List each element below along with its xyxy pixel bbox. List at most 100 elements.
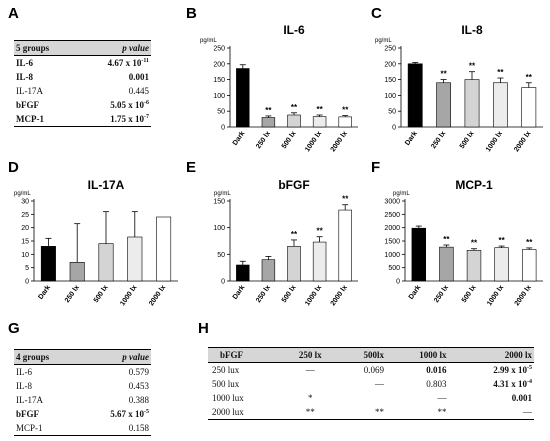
x-tick-label: 2000 lx [148, 284, 167, 307]
x-tick-label: 2000 lx [514, 284, 533, 307]
chart-title: IL-6 [283, 23, 305, 37]
row-name: MCP-1 [14, 112, 76, 127]
x-tick-label: 500 lx [459, 130, 476, 150]
table-cell: — [448, 405, 534, 420]
y-tick-label: 150 [384, 77, 396, 84]
p-value-text: 1.75 x 10 [110, 114, 144, 124]
y-tick-label: 0 [221, 125, 225, 132]
p-value-text: 1000 lux [212, 393, 244, 403]
y-axis-unit-label: pg/mL [393, 191, 410, 197]
row-name: bFGF [16, 100, 40, 110]
y-tick-label: 15 [21, 239, 29, 246]
table-row: 500 lux —0.803 4.31 x 10-4 [208, 377, 534, 391]
significance-marker: ** [440, 70, 447, 79]
bar [287, 246, 301, 282]
x-tick-label: 250 lx [430, 130, 447, 150]
bar [436, 82, 451, 128]
y-tick-label: 250 [384, 46, 396, 53]
y-tick-label: 0 [396, 279, 400, 286]
y-tick-label: 25 [21, 212, 29, 219]
row-pvalue: 4.67 x 10-11 [76, 56, 151, 71]
significance-marker: ** [291, 230, 298, 239]
bar [338, 209, 352, 282]
row-pvalue: 1.75 x 10-7 [75, 112, 151, 127]
y-tick-label: 200 [384, 61, 396, 68]
table-header-250lx: 250 lx [283, 347, 337, 363]
table-cell: ** [337, 405, 386, 420]
table-h-bfgf-pairwise: bFGF 250 lx 500lx 1000 lx 2000 lx 250 lu… [208, 347, 534, 420]
il17a-bar-chart: IL-17A pg/mL 0 5 10 15 20 25 30 Dark 250 lx 500 lx 1… [14, 178, 178, 307]
table-header-1000lx: 1000 lx [386, 347, 449, 363]
bar [40, 246, 56, 282]
p-value-text: 5.05 x 10 [110, 100, 144, 110]
row-name: 2000 lux [208, 405, 284, 420]
y-tick-label: 0 [25, 279, 29, 286]
bar [338, 116, 352, 128]
table-cell: 0.069 [337, 363, 386, 378]
x-tick-label: 250 lx [64, 284, 81, 304]
table-cell [284, 377, 338, 391]
il6-bar-chart: IL-6 pg/mL 0 50 100 150 200 250 Dark ** 250 lx ** 50… [200, 23, 358, 153]
table-header-pvalue: p value [77, 349, 151, 365]
table-cell: * [284, 391, 338, 405]
p-value-text: 0.016 [426, 365, 447, 375]
p-value-text: — [523, 407, 532, 417]
y-tick-label: 5 [25, 265, 29, 272]
p-value-text: 0.453 [128, 381, 149, 391]
row-name: 1000 lux [208, 391, 284, 405]
y-tick-label: 20 [21, 225, 29, 232]
bar [236, 264, 250, 282]
x-tick-label: 2000 lx [330, 284, 349, 307]
significance-marker: ** [316, 105, 323, 114]
y-tick-label: 10 [21, 252, 29, 259]
x-tick-label: 2000 lx [330, 130, 349, 153]
x-tick-label: 1000 lx [304, 130, 323, 153]
table-row: MCP-1 1.75 x 10-7 [14, 112, 151, 127]
table-header-row: bFGF 250 lx 500lx 1000 lx 2000 lx [208, 347, 534, 363]
p-value-text: * [308, 393, 313, 403]
y-tick-label: 1500 [384, 239, 400, 246]
bar [261, 259, 276, 282]
p-value-text: 4.67 x 10 [107, 58, 142, 68]
row-name: IL-6 [16, 367, 32, 377]
significance-marker: ** [469, 62, 476, 71]
y-tick-label: 150 [213, 77, 225, 84]
y-axis-unit-label: pg/mL [375, 38, 392, 44]
bar [312, 241, 327, 282]
table-g-pvalues: 4 groups p value IL-6 0.579 IL-8 0.453 IL-17… [14, 349, 151, 436]
y-axis-unit-label: pg/mL [200, 38, 217, 44]
table-cell [337, 391, 386, 405]
y-tick-label: 250 [213, 46, 225, 53]
table-header-500lx: 500lx [337, 347, 386, 363]
p-value-text: 0.001 [128, 72, 149, 82]
significance-marker: ** [526, 73, 533, 82]
chart-title: bFGF [278, 178, 309, 192]
significance-marker: ** [526, 238, 533, 247]
x-tick-label: 500 lx [281, 130, 298, 150]
panel-label-h: H [198, 320, 209, 337]
p-value-text: 0.579 [128, 367, 149, 377]
x-tick-label: 1000 lx [485, 130, 504, 153]
table-row: IL-6 0.579 [14, 365, 151, 380]
row-name: MCP-1 [14, 421, 78, 436]
chart-title: IL-8 [461, 23, 483, 37]
bar [236, 68, 250, 128]
table-row: IL-6 4.67 x 10-11 [14, 56, 151, 71]
chart-title: MCP-1 [455, 178, 493, 192]
p-value-text: — [375, 379, 384, 389]
p-value-exponent: -5 [144, 409, 149, 415]
x-tick-label: Dark [404, 130, 419, 147]
y-tick-label: 100 [384, 93, 396, 100]
x-tick-label: 1000 lx [486, 284, 505, 307]
p-value-text: 0.001 [511, 393, 532, 403]
table-header-row: 5 groups p value [14, 40, 151, 56]
table-row: IL-8 0.453 [14, 379, 151, 393]
p-value-text: ** [375, 407, 384, 417]
p-value-text: ** [437, 407, 447, 417]
table-row: IL-17A 0.388 [14, 393, 151, 407]
y-tick-label: 0 [221, 279, 225, 286]
y-axis-unit-label: pg/mL [214, 191, 231, 197]
table-header-groups: 4 groups [14, 349, 78, 365]
y-tick-label: 500 [388, 265, 400, 272]
significance-marker: ** [342, 195, 349, 204]
